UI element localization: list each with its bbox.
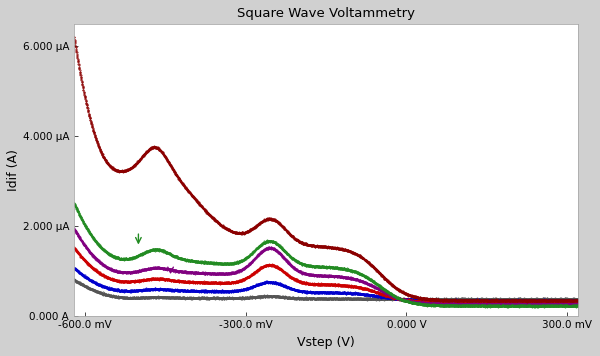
Y-axis label: Idif (A): Idif (A) bbox=[7, 149, 20, 191]
X-axis label: Vstep (V): Vstep (V) bbox=[297, 336, 355, 349]
Title: Square Wave Voltammetry: Square Wave Voltammetry bbox=[237, 7, 415, 20]
